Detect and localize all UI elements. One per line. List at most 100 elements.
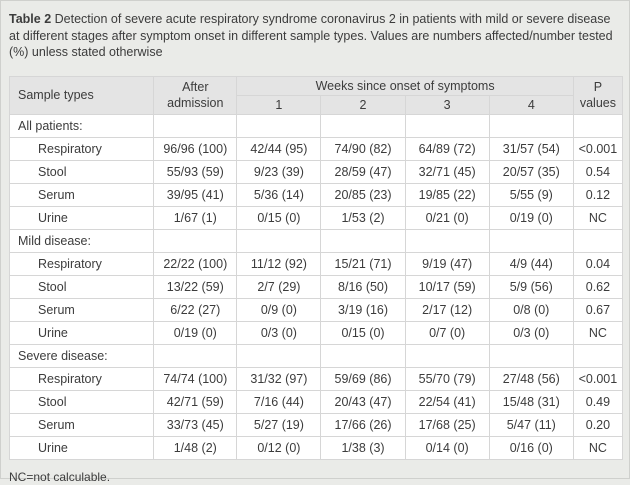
- week4-cell: 20/57 (35): [488, 159, 574, 184]
- week4-cell: 0/16 (0): [488, 435, 574, 460]
- header-week-2: 2: [320, 94, 406, 115]
- week1-cell: 5/27 (19): [236, 412, 322, 437]
- section-row: Mild disease:: [8, 228, 624, 253]
- week1-cell: 42/44 (95): [236, 136, 322, 161]
- sample-type-cell: Stool: [8, 159, 155, 184]
- footnote: NC=not calculable.: [9, 469, 111, 484]
- empty-cell: [488, 113, 574, 138]
- week4-cell: 31/57 (54): [488, 136, 574, 161]
- p-value-cell: <0.001: [572, 366, 624, 391]
- after-admission-cell: 22/22 (100): [153, 251, 238, 276]
- table-row: Respiratory 22/22 (100) 11/12 (92) 15/21 (7…: [8, 251, 624, 276]
- week4-cell: 5/55 (9): [488, 182, 574, 207]
- week4-cell: 0/3 (0): [488, 320, 574, 345]
- sample-type-cell: Urine: [8, 205, 155, 230]
- week1-cell: 9/23 (39): [236, 159, 322, 184]
- empty-cell: [320, 228, 406, 253]
- week4-cell: 4/9 (44): [488, 251, 574, 276]
- week3-cell: 0/21 (0): [404, 205, 490, 230]
- p-value-cell: NC: [572, 320, 624, 345]
- week2-cell: 0/15 (0): [320, 320, 406, 345]
- week4-cell: 0/8 (0): [488, 297, 574, 322]
- header-row-top: Sample types After admission Weeks since…: [8, 75, 624, 115]
- after-admission-cell: 1/67 (1): [153, 205, 238, 230]
- table-caption: Table 2 Detection of severe acute respir…: [9, 11, 621, 61]
- empty-cell: [572, 113, 624, 138]
- section-row: All patients:: [8, 113, 624, 138]
- table-row: Stool 55/93 (59) 9/23 (39) 28/59 (47) 32/71 …: [8, 159, 624, 184]
- table-row: Serum 33/73 (45) 5/27 (19) 17/66 (26) 17/68 …: [8, 412, 624, 437]
- week3-cell: 19/85 (22): [404, 182, 490, 207]
- sample-type-cell: Stool: [8, 389, 155, 414]
- sample-type-cell: Serum: [8, 182, 155, 207]
- week1-cell: 0/9 (0): [236, 297, 322, 322]
- section-label-cell: Severe disease:: [8, 343, 155, 368]
- week2-cell: 15/21 (71): [320, 251, 406, 276]
- empty-cell: [488, 343, 574, 368]
- table-row: Stool 13/22 (59) 2/7 (29) 8/16 (50) 10/17 (5…: [8, 274, 624, 299]
- empty-cell: [153, 343, 238, 368]
- empty-cell: [404, 113, 490, 138]
- after-admission-cell: 1/48 (2): [153, 435, 238, 460]
- header-after-admission: After admission: [153, 75, 238, 115]
- after-admission-cell: 74/74 (100): [153, 366, 238, 391]
- p-value-cell: 0.04: [572, 251, 624, 276]
- empty-cell: [153, 228, 238, 253]
- header-week-3: 3: [404, 94, 490, 115]
- section-row: Severe disease:: [8, 343, 624, 368]
- week2-cell: 17/66 (26): [320, 412, 406, 437]
- week2-cell: 59/69 (86): [320, 366, 406, 391]
- week4-cell: 27/48 (56): [488, 366, 574, 391]
- table-row: Urine 1/67 (1) 0/15 (0) 1/53 (2) 0/21 (0) 0/1…: [8, 205, 624, 230]
- week2-cell: 3/19 (16): [320, 297, 406, 322]
- after-admission-cell: 39/95 (41): [153, 182, 238, 207]
- after-admission-cell: 55/93 (59): [153, 159, 238, 184]
- p-value-cell: 0.54: [572, 159, 624, 184]
- table-row: Urine 1/48 (2) 0/12 (0) 1/38 (3) 0/14 (0) 0/1…: [8, 435, 624, 460]
- week2-cell: 20/43 (47): [320, 389, 406, 414]
- sample-type-cell: Respiratory: [8, 366, 155, 391]
- week3-cell: 9/19 (47): [404, 251, 490, 276]
- table-header: Sample types After admission Weeks since…: [8, 75, 624, 115]
- week3-cell: 0/7 (0): [404, 320, 490, 345]
- after-admission-cell: 96/96 (100): [153, 136, 238, 161]
- week4-cell: 0/19 (0): [488, 205, 574, 230]
- table-row: Respiratory 96/96 (100) 42/44 (95) 74/90 (8…: [8, 136, 624, 161]
- week2-cell: 1/38 (3): [320, 435, 406, 460]
- empty-cell: [236, 113, 322, 138]
- week3-cell: 0/14 (0): [404, 435, 490, 460]
- section-label-cell: All patients:: [8, 113, 155, 138]
- header-week-4: 4: [488, 94, 574, 115]
- data-table: Sample types After admission Weeks since…: [8, 75, 624, 460]
- week4-cell: 15/48 (31): [488, 389, 574, 414]
- week1-cell: 5/36 (14): [236, 182, 322, 207]
- sample-type-cell: Urine: [8, 320, 155, 345]
- sample-type-cell: Respiratory: [8, 251, 155, 276]
- after-admission-cell: 13/22 (59): [153, 274, 238, 299]
- empty-cell: [320, 113, 406, 138]
- table-row: Serum 6/22 (27) 0/9 (0) 3/19 (16) 2/17 (12) 0…: [8, 297, 624, 322]
- week1-cell: 31/32 (97): [236, 366, 322, 391]
- after-admission-cell: 0/19 (0): [153, 320, 238, 345]
- p-value-cell: 0.12: [572, 182, 624, 207]
- table-body: All patients: Respiratory 96/96 (100) 42/44…: [8, 113, 624, 460]
- week1-cell: 2/7 (29): [236, 274, 322, 299]
- sample-type-cell: Urine: [8, 435, 155, 460]
- week3-cell: 2/17 (12): [404, 297, 490, 322]
- week1-cell: 11/12 (92): [236, 251, 322, 276]
- week2-cell: 20/85 (23): [320, 182, 406, 207]
- empty-cell: [488, 228, 574, 253]
- week3-cell: 10/17 (59): [404, 274, 490, 299]
- empty-cell: [236, 228, 322, 253]
- p-value-cell: NC: [572, 205, 624, 230]
- header-sample-types: Sample types: [8, 75, 155, 115]
- week3-cell: 64/89 (72): [404, 136, 490, 161]
- empty-cell: [236, 343, 322, 368]
- p-value-cell: 0.20: [572, 412, 624, 437]
- table-row: Urine 0/19 (0) 0/3 (0) 0/15 (0) 0/7 (0) 0/3 (…: [8, 320, 624, 345]
- week2-cell: 8/16 (50): [320, 274, 406, 299]
- p-value-cell: 0.67: [572, 297, 624, 322]
- week4-cell: 5/9 (56): [488, 274, 574, 299]
- empty-cell: [572, 228, 624, 253]
